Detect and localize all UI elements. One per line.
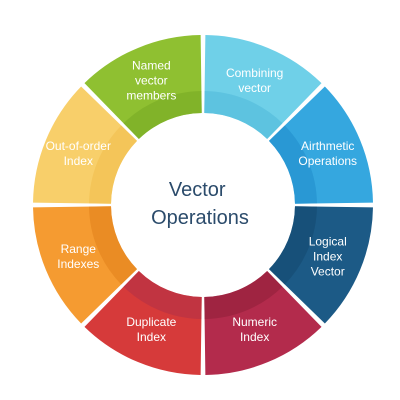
center-gear-shape — [115, 117, 291, 293]
segment-logical-index-vector: Logical Index Vector — [268, 206, 373, 324]
segment-accent-duplicate-index — [123, 270, 202, 319]
segment-accent-combining-vector — [204, 91, 283, 140]
svg-text:Vector Operations: Vector Operations — [151, 179, 249, 229]
segment-label-line: Airthmetic — [301, 139, 354, 153]
segment-duplicate-index: Duplicate Index — [84, 270, 202, 375]
segment-label-numeric-index: Numeric Index — [232, 315, 277, 344]
segment-label-combining-vector: Combining vector — [226, 66, 283, 95]
segment-accent-numeric-index — [204, 270, 283, 319]
segment-label-line: Vector — [311, 265, 345, 279]
segment-label-named-vector-members: Named vector members — [126, 58, 176, 102]
segment-label-line: Combining — [226, 66, 283, 80]
segment-label-line: Operations — [298, 154, 357, 168]
segment-label-line: vector — [135, 73, 168, 87]
segment-range-indexes: Range Indexes — [33, 206, 138, 324]
segment-label-duplicate-index: Duplicate Index — [126, 315, 176, 344]
center-title-line-1: Vector — [169, 179, 226, 201]
segment-label-line: Numeric — [232, 315, 277, 329]
segment-label-logical-index-vector: Logical Index Vector — [309, 235, 347, 279]
segment-label-line: Index — [64, 154, 93, 168]
segment-accent-arithmetic-operations — [268, 125, 317, 204]
segment-accent-logical-index-vector — [268, 206, 317, 285]
segment-accent-out-of-order-index — [89, 125, 138, 204]
segment-arithmetic-operations: Airthmetic Operations — [268, 86, 373, 204]
segment-label-arithmetic-operations: Airthmetic Operations — [298, 139, 357, 168]
segment-label-line: vector — [238, 81, 271, 95]
segment-out-of-order-index: Out-of-order Index — [33, 86, 138, 204]
segment-label-line: Out-of-order — [46, 139, 111, 153]
segment-accent-range-indexes — [89, 206, 138, 285]
segment-label-line: Logical — [309, 235, 347, 249]
center-hub: Vector Operations — [115, 117, 291, 293]
segment-label-range-indexes: Range Indexes — [57, 242, 99, 271]
segment-label-line: Index — [240, 330, 269, 344]
segment-label-line: Named — [132, 58, 171, 72]
segment-combining-vector: Combining vector — [204, 35, 322, 140]
segment-accent-named-vector-members — [123, 91, 202, 140]
segment-named-vector-members: Named vector members — [84, 35, 202, 140]
segment-label-line: members — [126, 88, 176, 102]
segment-numeric-index: Numeric Index — [204, 270, 322, 375]
segment-label-line: Index — [313, 250, 342, 264]
center-title-line-2: Operations — [151, 207, 249, 229]
segment-label-line: Indexes — [57, 257, 99, 271]
segment-label-out-of-order-index: Out-of-order Index — [46, 139, 111, 168]
segment-label-line: Duplicate — [126, 315, 176, 329]
segment-label-line: Index — [137, 330, 166, 344]
segment-label-line: Range — [61, 242, 97, 256]
